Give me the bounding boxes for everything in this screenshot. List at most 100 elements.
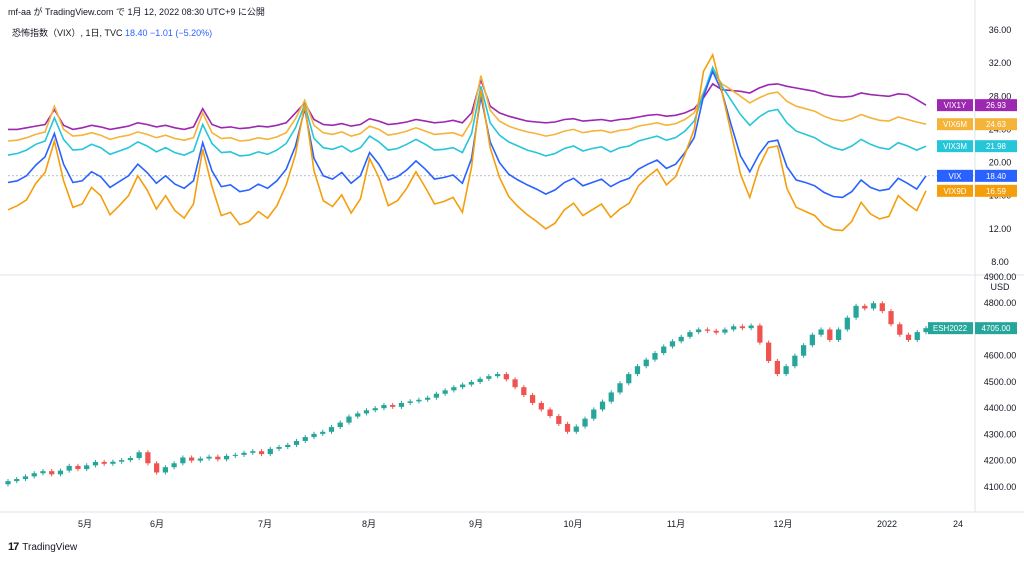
candle-body — [302, 437, 308, 441]
candle-body — [451, 387, 457, 391]
candle-body — [512, 379, 518, 388]
candle-body — [346, 416, 352, 423]
candle — [512, 377, 518, 390]
candle-body — [285, 444, 291, 448]
candle-body — [573, 426, 579, 432]
candle — [870, 301, 877, 311]
candle — [311, 431, 317, 440]
candle — [451, 385, 457, 393]
x-tick-label: 12月 — [773, 519, 792, 529]
candle — [844, 315, 850, 332]
candle — [84, 463, 90, 472]
tradingview-logo-icon: 17 — [8, 541, 19, 553]
series-label-value-box — [975, 99, 1017, 112]
candle-body — [241, 452, 247, 455]
y-tick-label-top: 36.00 — [989, 25, 1012, 35]
candle — [416, 397, 422, 404]
candle-body — [669, 341, 676, 347]
candle-body — [57, 470, 64, 475]
candle — [302, 434, 308, 444]
candle — [757, 323, 763, 345]
candle — [31, 471, 37, 479]
candle — [171, 461, 177, 470]
candle-body — [468, 381, 474, 385]
candle — [188, 455, 195, 463]
candle-body — [486, 376, 492, 379]
candle — [766, 340, 772, 364]
candle-body — [862, 305, 868, 309]
candle — [162, 465, 168, 475]
candle — [425, 395, 431, 402]
candle-body — [84, 465, 90, 470]
candle-body — [722, 329, 728, 333]
series-label-value-box — [975, 140, 1017, 153]
candle — [276, 444, 282, 451]
candle — [293, 438, 300, 448]
x-tick-label: 7月 — [258, 519, 272, 529]
candle-body — [503, 374, 509, 380]
price-unit: USD — [990, 282, 1010, 292]
candle-body — [818, 329, 824, 335]
candle-body — [521, 387, 527, 396]
candle-body — [460, 384, 466, 388]
candle — [477, 376, 483, 385]
candle — [643, 357, 649, 369]
candle — [381, 402, 387, 411]
candle-body — [390, 405, 396, 407]
candle-body — [92, 461, 99, 466]
series-label-value: 18.40 — [986, 172, 1007, 181]
series-vix9d — [7, 52, 927, 232]
candle — [460, 382, 466, 390]
candle-body — [311, 433, 317, 438]
series-label-value: 16.59 — [986, 187, 1007, 196]
candle — [119, 458, 125, 464]
series-label-esh2022: ESH2022 4705.00 — [928, 322, 1017, 335]
candle-body — [687, 332, 693, 337]
candle — [853, 303, 859, 320]
y-tick-label-bottom: 4800.00 — [984, 298, 1017, 308]
candle — [40, 469, 46, 476]
candle — [206, 454, 212, 461]
candle-body — [162, 467, 168, 473]
candle — [827, 327, 833, 343]
series-label-value: 21.98 — [986, 142, 1007, 151]
series-label-value-box — [975, 118, 1017, 131]
candle — [704, 327, 711, 333]
series-label-name-box — [937, 140, 973, 153]
series-label-vix9d: VIX9D 16.59 — [937, 184, 1017, 197]
candle-body — [416, 399, 422, 402]
candle — [888, 309, 894, 327]
candle-body — [888, 311, 894, 325]
candle — [661, 344, 667, 356]
candle-body — [564, 423, 571, 432]
candle — [320, 429, 326, 436]
candle-body — [853, 305, 859, 318]
candle-body — [381, 405, 387, 409]
candle — [591, 407, 597, 421]
candle — [127, 455, 134, 463]
candle — [398, 400, 405, 409]
candle — [250, 449, 256, 455]
candle — [669, 339, 676, 349]
candle-body — [879, 303, 885, 312]
series-label-value: 24.63 — [986, 120, 1007, 129]
candle-body — [827, 329, 833, 340]
candle — [49, 469, 55, 477]
series-label-name: VIX3M — [943, 142, 967, 151]
candle-body — [206, 456, 212, 459]
candle — [800, 343, 807, 358]
candle — [355, 411, 361, 419]
candle — [556, 413, 562, 427]
candle-body — [800, 345, 807, 356]
candle — [529, 392, 536, 406]
x-tick-label: 8月 — [362, 519, 376, 529]
candle — [774, 358, 780, 377]
candle-body — [14, 479, 20, 482]
candle — [547, 407, 553, 419]
candle-body — [75, 465, 81, 470]
candle-body — [538, 402, 544, 410]
candle-body — [643, 359, 649, 367]
series-label-value-box — [975, 184, 1017, 197]
candle-body — [337, 422, 343, 428]
